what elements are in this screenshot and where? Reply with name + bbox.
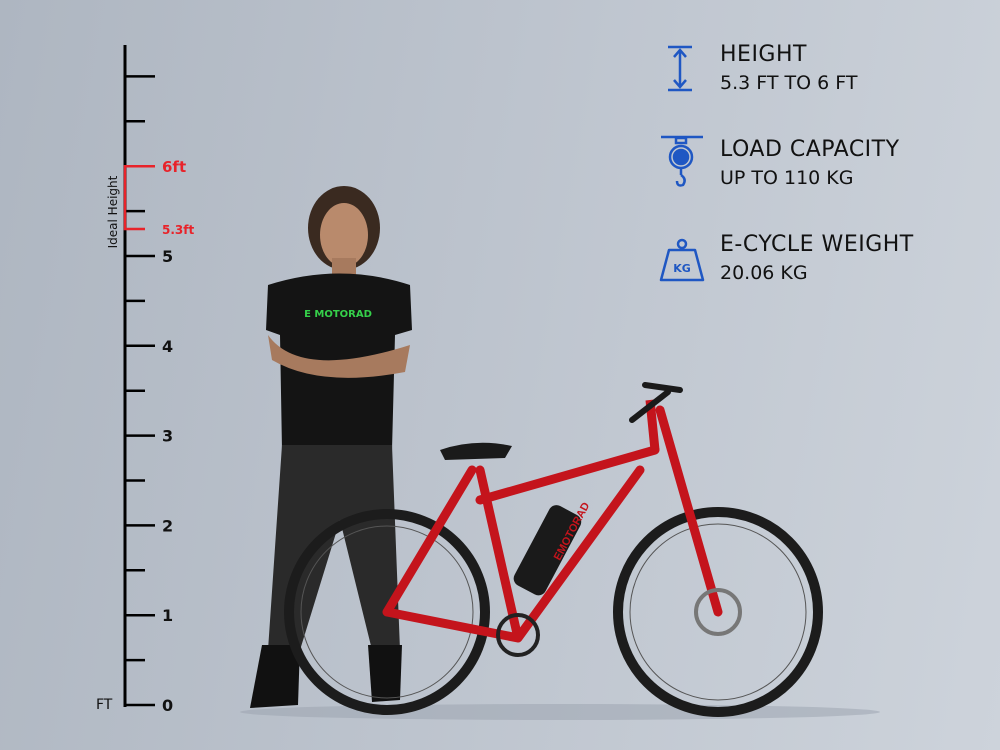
ruler-tick-label: 5 — [162, 247, 173, 266]
hanging-scale-icon — [661, 135, 703, 187]
spec-value: UP TO 110 KG — [720, 167, 854, 189]
ruler-tick-label: 0 — [162, 696, 173, 715]
ideal-height-label: Ideal Height — [106, 175, 120, 248]
ideal-min-label: 5.3ft — [162, 223, 194, 237]
kg-weight-icon: KG — [659, 238, 705, 282]
spec-title: HEIGHT — [720, 42, 807, 67]
spec-value: 20.06 KG — [720, 262, 808, 284]
spec-list: HEIGHT 5.3 FT TO 6 FT LOAD CAPACITY UP T… — [655, 40, 975, 325]
spec-title: LOAD CAPACITY — [720, 137, 900, 162]
spec-load-capacity: LOAD CAPACITY UP TO 110 KG — [655, 135, 975, 230]
spec-height: HEIGHT 5.3 FT TO 6 FT — [655, 40, 975, 135]
shirt-logo: E MOTORAD — [304, 309, 372, 320]
spec-value: 5.3 FT TO 6 FT — [720, 72, 858, 94]
ideal-max-label: 6ft — [162, 158, 186, 176]
unit-label: FT — [96, 697, 113, 713]
svg-text:KG: KG — [673, 262, 691, 275]
height-ruler: 0 1 2 3 4 5 6ft 5.3ft Ideal Height FT — [96, 45, 194, 715]
e-cycle: EMOTORAD — [284, 382, 823, 717]
spec-title: E-CYCLE WEIGHT — [720, 232, 914, 257]
ruler-tick-label: 1 — [162, 606, 173, 625]
ruler-tick-label: 4 — [162, 337, 173, 356]
ruler-tick-label: 3 — [162, 427, 173, 446]
ideal-range-bracket — [123, 164, 155, 231]
spec-ecycle-weight: KG E-CYCLE WEIGHT 20.06 KG — [655, 230, 975, 325]
height-arrows-icon — [668, 45, 692, 92]
person-figure: E MOTORAD — [250, 186, 412, 708]
ruler-tick-label: 2 — [162, 516, 173, 535]
